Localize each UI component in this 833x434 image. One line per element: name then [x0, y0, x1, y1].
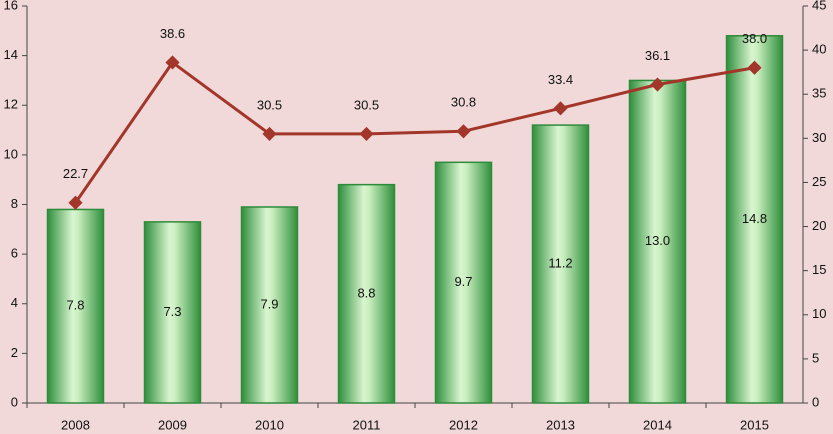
- bar-label: 7.8: [66, 298, 84, 313]
- bar-label: 9.7: [454, 274, 472, 289]
- line-label: 38.0: [742, 31, 767, 46]
- bar-label: 11.2: [548, 255, 572, 270]
- bar: [337, 183, 396, 404]
- x-tick-label: 2008: [61, 417, 90, 432]
- y2-tick-label: 30: [812, 130, 826, 145]
- bar: [725, 35, 784, 404]
- bar: [531, 124, 590, 404]
- y-tick-label: 14: [4, 47, 18, 62]
- line-marker: [456, 124, 471, 139]
- x-tick-label: 2012: [449, 417, 478, 432]
- x-tick-label: 2011: [353, 417, 381, 432]
- y2-tick-label: 45: [812, 0, 826, 12]
- y-tick-label: 6: [11, 246, 18, 261]
- line-label: 38.6: [160, 26, 185, 41]
- y-tick-label: 2: [11, 345, 18, 360]
- line-label: 22.7: [63, 166, 88, 181]
- bar: [143, 221, 202, 404]
- bar: [46, 208, 105, 404]
- bar: [628, 79, 687, 404]
- y-tick-label: 0: [11, 394, 18, 409]
- y-tick-label: 16: [4, 0, 18, 12]
- line-marker: [359, 126, 374, 141]
- x-tick-label: 2013: [546, 417, 575, 432]
- x-tick-label: 2014: [643, 417, 672, 432]
- line-marker: [650, 77, 665, 92]
- y2-tick-label: 20: [812, 218, 826, 233]
- y2-tick-label: 10: [812, 306, 826, 321]
- line-label: 30.8: [451, 95, 476, 110]
- y-tick-label: 12: [4, 97, 18, 112]
- x-tick-label: 2015: [740, 417, 769, 432]
- y2-tick-label: 40: [812, 42, 826, 57]
- y2-tick-label: 15: [812, 262, 826, 277]
- bar-label: 8.8: [357, 285, 375, 300]
- x-tick-label: 2010: [255, 417, 284, 432]
- line-label: 33.4: [548, 72, 573, 87]
- line-marker: [747, 60, 762, 75]
- y2-tick-label: 25: [812, 174, 826, 189]
- line-marker: [553, 101, 568, 116]
- y2-tick-label: 35: [812, 86, 826, 101]
- bar-label: 14.8: [742, 211, 767, 226]
- y-tick-label: 8: [11, 196, 18, 211]
- line-marker: [262, 126, 277, 141]
- y-tick-label: 10: [4, 146, 18, 161]
- line-label: 30.5: [354, 97, 379, 112]
- bar-label: 13.0: [645, 233, 670, 248]
- bar: [434, 161, 493, 404]
- line-label: 36.1: [645, 48, 670, 63]
- line: [74, 60, 755, 204]
- x-tick-label: 2009: [158, 417, 187, 432]
- bar-label: 7.9: [260, 296, 278, 311]
- bar-label: 7.3: [163, 304, 181, 319]
- bar: [240, 206, 299, 404]
- y2-tick-label: 5: [812, 350, 819, 365]
- y-tick-label: 4: [11, 295, 18, 310]
- y2-tick-label: 0: [812, 394, 819, 409]
- line-label: 30.5: [257, 97, 282, 112]
